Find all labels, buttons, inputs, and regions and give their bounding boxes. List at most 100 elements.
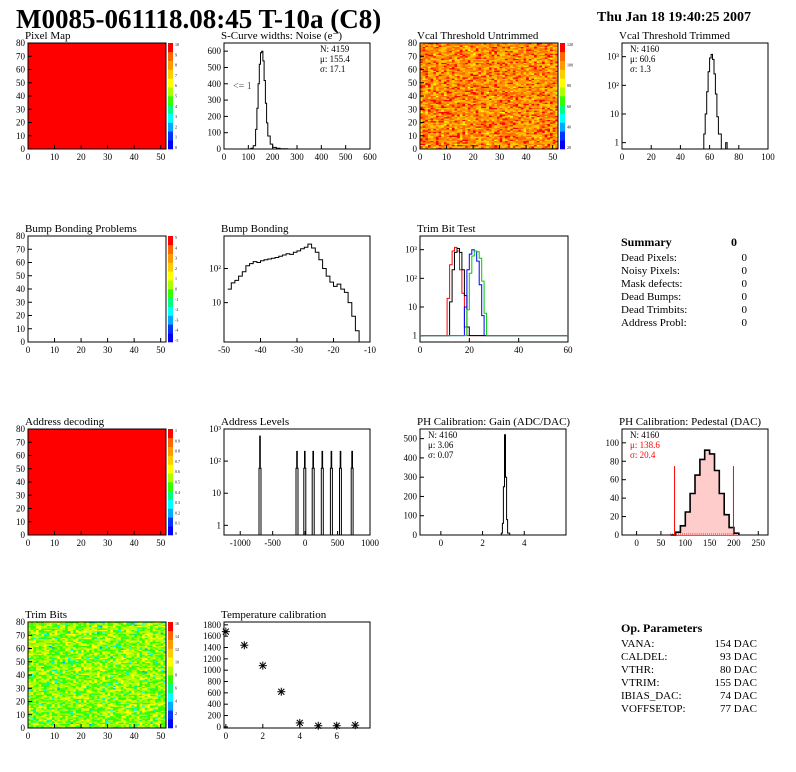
vcal-untrimmed-cell	[494, 48, 498, 50]
vcal-untrimmed-cell	[483, 147, 487, 150]
vcal-untrimmed-cell	[451, 92, 455, 94]
vcal-untrimmed-cell	[443, 94, 447, 97]
vcal-untrimmed-cell	[449, 119, 453, 122]
vcal-untrimmed-cell	[542, 43, 546, 45]
bump-problems-xtick-label: 20	[77, 345, 87, 355]
vcal-untrimmed-cell	[467, 81, 471, 84]
trim-bits-cell	[33, 682, 37, 685]
vcal-untrimmed-cell	[483, 102, 487, 105]
vcal-untrimmed-cell	[478, 125, 482, 127]
vcal-untrimmed-cell	[441, 80, 445, 82]
vcal-untrimmed-cell	[518, 123, 522, 126]
vcal-untrimmed-cell	[496, 99, 500, 102]
vcal-untrimmed-cell	[550, 94, 553, 97]
vcal-untrimmed-cell	[496, 56, 500, 58]
vcal-untrimmed-cell	[520, 43, 524, 45]
vcal-untrimmed-cell	[555, 96, 559, 98]
vcal-untrimmed-cell	[510, 46, 514, 49]
vcal-untrimmed-cell	[520, 137, 524, 139]
vcal-untrimmed-cell	[422, 45, 426, 48]
trim-bits-cell	[28, 681, 31, 684]
vcal-untrimmed-cell	[483, 56, 487, 58]
vcal-untrimmed-cell	[470, 70, 474, 73]
vcal-untrimmed-cell	[422, 96, 426, 98]
vcal-untrimmed-cell	[523, 122, 527, 125]
bump-problems-ytick-label: 70	[16, 244, 26, 254]
vcal-untrimmed-cell	[512, 89, 516, 92]
vcal-untrimmed-cell	[539, 86, 543, 89]
vcal-untrimmed-cell	[467, 46, 471, 49]
vcal-untrimmed-cell	[475, 93, 479, 95]
vcal-untrimmed-cell	[462, 92, 466, 94]
vcal-untrimmed-cell	[507, 61, 511, 64]
vcal-untrimmed-cell	[544, 96, 548, 98]
vcal-untrimmed-cell	[518, 45, 522, 48]
trim-bits-cell	[33, 633, 37, 636]
vcal-untrimmed-cell	[542, 68, 546, 70]
vcal-untrimmed-cell	[504, 146, 508, 148]
vcal-untrimmed-xtick-label: 50	[548, 152, 558, 162]
vcal-untrimmed-cell	[443, 137, 447, 139]
vcal-untrimmed-cell	[475, 99, 479, 102]
vcal-untrimmed-cell	[536, 50, 540, 53]
vcal-untrimmed-cell	[552, 86, 556, 89]
trim-bits-cell	[30, 632, 34, 635]
vcal-untrimmed-cell	[467, 117, 471, 119]
vcal-untrimmed-cell	[512, 99, 516, 102]
vcal-untrimmed-colorbar-swatch	[560, 43, 565, 53]
vcal-untrimmed-cell	[504, 92, 508, 94]
vcal-untrimmed-cell	[443, 73, 447, 76]
vcal-untrimmed-cell	[475, 114, 479, 117]
vcal-untrimmed-cell	[502, 82, 506, 85]
vcal-untrimmed-cell	[430, 98, 434, 101]
vcal-untrimmed-cell	[518, 88, 522, 90]
vcal-untrimmed-cell	[547, 58, 551, 61]
vcal-untrimmed-cell	[462, 86, 466, 89]
vcal-untrimmed-cell	[478, 126, 482, 129]
vcal-untrimmed-cell	[542, 46, 546, 49]
vcal-untrimmed-cell	[539, 65, 543, 68]
vcal-untrimmed-cell	[427, 56, 431, 58]
vcal-untrimmed-cell	[435, 97, 439, 99]
vcal-untrimmed-cell	[494, 82, 498, 85]
vcal-untrimmed-cell	[425, 81, 429, 84]
vcal-untrimmed-cell	[470, 66, 474, 69]
vcal-untrimmed-cell	[465, 126, 469, 129]
vcal-untrimmed-cell	[518, 57, 522, 60]
vcal-untrimmed-cell	[515, 60, 519, 62]
vcal-untrimmed-cell	[510, 56, 514, 58]
vcal-untrimmed-cell	[552, 46, 556, 49]
vcal-untrimmed-cell	[512, 68, 516, 70]
vcal-untrimmed-cell	[470, 135, 474, 138]
vcal-untrimmed-cell	[555, 64, 559, 66]
vcal-untrimmed-cell	[534, 146, 538, 148]
scurve-noise-ytick-label: 0	[217, 144, 222, 154]
vcal-untrimmed-cell	[536, 105, 540, 107]
trim-bits-cell	[30, 724, 34, 726]
vcal-untrimmed-cell	[555, 102, 559, 105]
vcal-untrimmed-cell	[520, 146, 524, 148]
vcal-untrimmed-cell	[496, 62, 500, 65]
vcal-untrimmed-cell	[449, 143, 453, 146]
vcal-untrimmed-cell	[475, 141, 479, 143]
vcal-untrimmed-cell	[515, 131, 519, 134]
vcal-untrimmed-cell	[433, 60, 437, 62]
vcal-untrimmed-cell	[422, 147, 426, 150]
vcal-untrimmed-cell	[459, 66, 463, 69]
vcal-untrimmed-cell	[457, 72, 461, 74]
vcal-untrimmed-cell	[475, 129, 479, 131]
vcal-untrimmed-cell	[502, 68, 506, 70]
vcal-untrimmed-cell	[475, 145, 479, 147]
vcal-untrimmed-cell	[459, 134, 463, 137]
bump-bonding-xtick-label: -40	[255, 345, 267, 355]
trim-bits-cell	[35, 686, 39, 689]
vcal-untrimmed-cell	[459, 146, 463, 148]
vcal-untrimmed-cell	[510, 85, 514, 88]
vcal-untrimmed-cell	[502, 80, 506, 82]
vcal-untrimmed-cell	[470, 133, 474, 135]
vcal-untrimmed-cell	[526, 62, 530, 65]
vcal-untrimmed-cell	[457, 107, 461, 110]
vcal-untrimmed-cell	[512, 57, 516, 60]
